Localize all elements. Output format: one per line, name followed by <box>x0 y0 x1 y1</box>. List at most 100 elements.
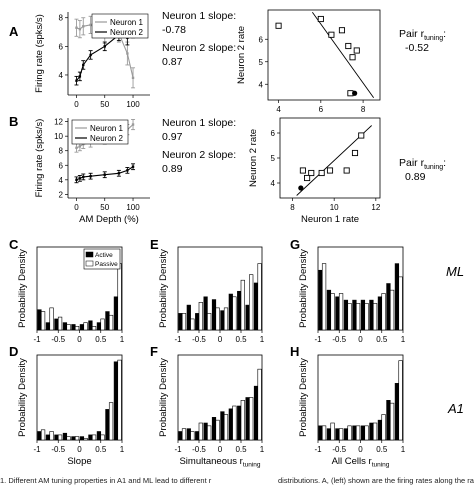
x-tick-label: -0.5 <box>332 335 346 344</box>
bar-active <box>62 322 68 331</box>
x-tick-label: 1 <box>120 335 125 344</box>
chart-H: -1 -0.5 0 0.5 1 All Cells rtuning Probability … <box>298 354 406 469</box>
legend-box <box>91 13 149 39</box>
bar-active <box>105 311 110 331</box>
bar-passive <box>347 425 352 441</box>
bar-passive <box>330 293 335 331</box>
bar-active <box>228 408 233 441</box>
bar-active <box>105 409 110 441</box>
plot-frame <box>267 9 381 101</box>
chart-D: -1 -0.5 0 0.5 1 Slope Probability Density <box>17 354 125 467</box>
data-point <box>75 26 78 29</box>
bar-active <box>352 425 357 441</box>
bar-passive <box>40 429 46 441</box>
scatter-point <box>326 167 334 174</box>
x-tick-label: -1 <box>174 335 182 344</box>
x-tick-label: -1 <box>33 335 41 344</box>
bar-active <box>352 299 357 331</box>
bar-passive <box>49 307 54 331</box>
bar-active <box>71 436 76 441</box>
x-tick-label: 0.5 <box>376 335 388 344</box>
bar-passive <box>40 311 46 331</box>
bar-passive <box>232 296 237 331</box>
x-tick-label: 0.5 <box>235 335 247 344</box>
y-tick-label: 8 <box>59 14 64 23</box>
bar-passive <box>372 303 378 331</box>
panel-letter-c: C <box>9 237 19 252</box>
x-tick-label: 0 <box>358 335 363 344</box>
x-tick-label: -1 <box>174 445 182 454</box>
legend-label-passive: Passive <box>95 261 118 268</box>
b-neuron2-slope-label: Neuron 2 slope: <box>162 149 236 161</box>
bar-active <box>96 431 102 441</box>
bar-active <box>335 296 340 331</box>
bar-active <box>245 304 250 331</box>
y-axis-label: Probability Density <box>298 249 309 328</box>
scatter-point <box>299 167 306 174</box>
x-tick-label: 100 <box>126 100 140 109</box>
bar-active <box>113 361 119 441</box>
x-tick-label: -1 <box>33 445 41 454</box>
bar-active <box>237 290 242 331</box>
bar-passive <box>108 314 114 331</box>
scatter-point <box>308 169 315 177</box>
a-pair-rtuning-label: Pair rtuning: <box>399 28 446 42</box>
bar-active <box>326 428 332 441</box>
b-neuron1-slope-label: Neuron 1 slope: <box>162 117 236 129</box>
bar-active <box>96 322 102 331</box>
bar-active <box>377 419 383 441</box>
legend: Active Passive <box>83 248 121 270</box>
bar-passive <box>66 324 71 331</box>
legend-label-1: Neuron 1 <box>90 124 123 133</box>
scatter-point <box>338 27 346 34</box>
y-tick-label: 12 <box>54 118 63 127</box>
bar-passive <box>91 434 97 441</box>
data-point <box>82 25 85 28</box>
chart-G: -1 -0.5 0 0.5 1 Probability Density <box>298 246 406 344</box>
x-tick-label: 0 <box>77 445 82 454</box>
scatter-point-filled <box>298 185 304 191</box>
x-tick-label: 6 <box>319 105 324 114</box>
bar-active <box>394 383 400 441</box>
x-tick-label: 8 <box>361 105 366 114</box>
bar-passive <box>398 360 403 441</box>
row-label-a1: A1 <box>447 401 464 416</box>
caption-left: 1. Different AM tuning properties in A1 … <box>0 476 212 485</box>
bar-active <box>220 411 225 441</box>
y-tick-label: 4 <box>259 80 264 89</box>
panel-letter-g: G <box>290 237 300 252</box>
y-tick-label: 6 <box>271 129 276 138</box>
a-neuron1-slope-label: Neuron 1 slope: <box>162 10 236 22</box>
bar-active <box>335 428 340 441</box>
scatter-point <box>275 22 282 29</box>
x-tick-label: 0.5 <box>376 445 388 454</box>
bar-active <box>211 299 217 331</box>
scatter-point <box>345 42 352 50</box>
bar-active <box>37 431 42 441</box>
x-tick-label: -0.5 <box>51 445 65 454</box>
y-axis-label: Neuron 2 rate <box>248 129 259 187</box>
bar-passive <box>249 274 254 331</box>
bar-active <box>71 324 76 331</box>
y-tick-label: 5 <box>259 58 264 67</box>
chart-B-right: 8 10 12 4 5 6 Neuron 1 rate Neuron 2 rate <box>248 117 381 225</box>
bar-active <box>369 422 374 441</box>
bar-passive <box>181 313 187 331</box>
bar-active <box>54 318 59 331</box>
bar-passive <box>257 368 262 441</box>
bar-active <box>245 397 250 441</box>
bar-active <box>79 324 85 331</box>
chart-C: -1 -0.5 0 0.5 1 Probability Density Active Pass… <box>17 246 125 344</box>
x-axis-label: Slope <box>67 456 91 467</box>
x-axis-label: Neuron 1 rate <box>301 214 359 225</box>
data-point <box>78 27 82 31</box>
chart-B-left: 0 50 100 2 4 6 8 10 12 AM Depth (%) Firing rate (s… <box>34 118 150 225</box>
scatter-point <box>349 54 356 61</box>
panel-letter-e: E <box>150 237 159 252</box>
bar-active <box>37 309 42 331</box>
bar-active <box>88 320 93 331</box>
x-tick-label: 0 <box>74 203 79 212</box>
bar-passive <box>198 302 203 331</box>
bar-active <box>360 425 366 441</box>
data-point <box>89 23 92 27</box>
